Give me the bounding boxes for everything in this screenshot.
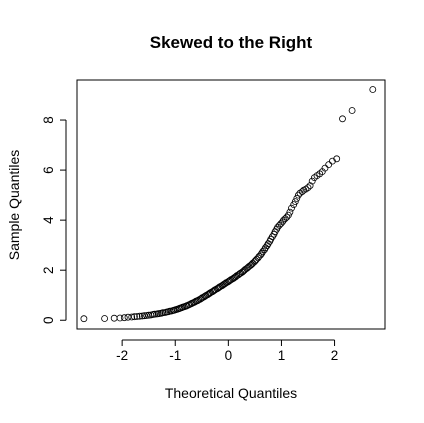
data-point <box>288 204 295 212</box>
data-point <box>325 161 333 169</box>
data-point <box>101 315 108 322</box>
x-tick-label: 0 <box>225 348 233 363</box>
chart-title: Skewed to the Right <box>150 33 313 52</box>
data-point <box>306 182 314 190</box>
data-point <box>133 313 141 320</box>
data-point <box>124 313 132 321</box>
plot-frame <box>76 79 386 330</box>
data-point <box>130 313 138 321</box>
data-point <box>328 157 336 165</box>
data-point <box>274 223 282 231</box>
x-tick-label: 1 <box>278 348 286 363</box>
data-point <box>298 188 306 196</box>
data-point <box>110 314 118 322</box>
data-point <box>80 315 88 323</box>
data-point <box>214 284 222 292</box>
data-point <box>151 310 158 318</box>
data-point <box>138 312 146 320</box>
data-point <box>205 290 213 298</box>
data-point <box>143 312 151 319</box>
data-point <box>247 261 255 269</box>
x-tick-label: 2 <box>331 348 339 363</box>
data-point <box>339 115 346 123</box>
x-axis: -2 -1 0 1 2 <box>116 339 339 363</box>
y-axis-label: Sample Quantiles <box>6 150 22 261</box>
y-tick-label: 6 <box>41 166 56 174</box>
data-point <box>140 312 148 320</box>
y-tick-label: 8 <box>41 116 56 124</box>
data-points <box>80 86 377 323</box>
data-point <box>225 277 233 285</box>
data-point <box>291 198 299 206</box>
data-point <box>369 86 377 93</box>
data-point <box>196 295 204 303</box>
y-tick-label: 0 <box>41 316 56 324</box>
data-point <box>220 280 228 288</box>
data-point <box>210 287 217 295</box>
data-point <box>308 177 316 185</box>
data-point <box>120 314 128 322</box>
data-point <box>257 251 265 259</box>
data-point <box>159 309 167 317</box>
data-point <box>200 293 208 301</box>
x-axis-label: Theoretical Quantiles <box>165 385 297 401</box>
data-point <box>348 107 356 114</box>
data-point <box>302 185 310 193</box>
y-tick-label: 2 <box>41 266 56 274</box>
data-point <box>250 258 258 266</box>
x-tick-label: -1 <box>169 348 181 363</box>
data-point <box>286 208 294 216</box>
data-point <box>128 313 136 321</box>
y-axis: 0 2 4 6 8 <box>41 116 67 324</box>
data-point <box>294 191 302 199</box>
y-tick-label: 4 <box>41 216 56 224</box>
data-point <box>321 164 329 172</box>
data-point <box>231 273 239 281</box>
data-point <box>283 213 291 221</box>
x-tick-label: -2 <box>116 348 128 363</box>
data-point <box>304 184 312 192</box>
data-point <box>333 155 341 163</box>
data-point <box>293 194 301 202</box>
data-point <box>136 312 144 320</box>
data-point <box>116 314 124 322</box>
